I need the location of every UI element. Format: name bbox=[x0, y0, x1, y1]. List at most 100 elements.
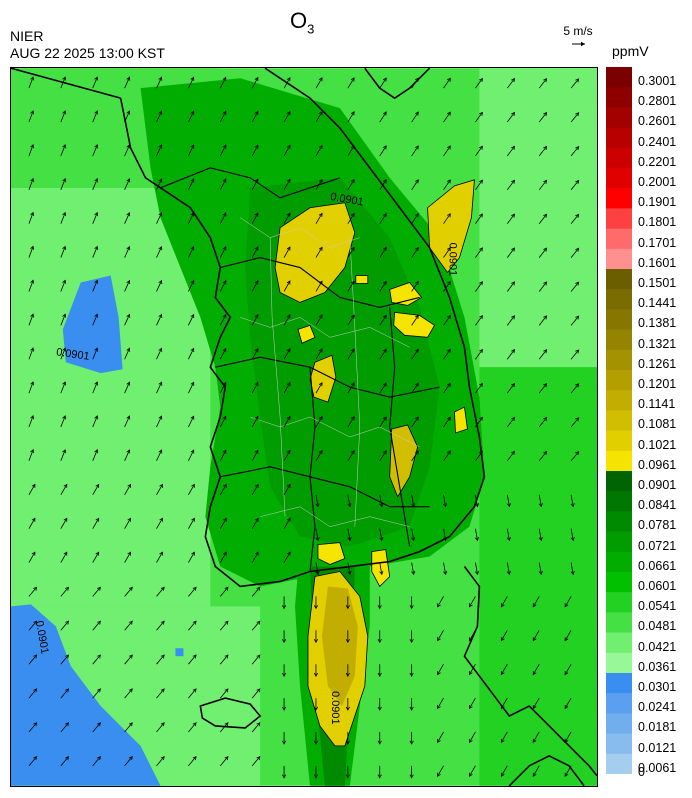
wind-vector-arrow bbox=[570, 248, 579, 258]
wind-vector-arrow bbox=[60, 756, 69, 767]
wind-vector-arrow bbox=[379, 528, 383, 541]
wind-vector-arrowhead bbox=[382, 382, 387, 387]
legend-swatch bbox=[606, 127, 632, 149]
wind-vector-arrowhead bbox=[190, 449, 195, 454]
wind-vector-arrow bbox=[347, 528, 351, 541]
wind-vector-arrowhead bbox=[254, 551, 259, 556]
wind-vector-arrow bbox=[124, 688, 133, 699]
wind-vector-arrow bbox=[188, 449, 195, 462]
wind-vector-arrow bbox=[92, 381, 98, 394]
legend-label: 0.0361 bbox=[638, 659, 677, 674]
wind-vector-arrowhead bbox=[254, 76, 259, 82]
wind-vector-arrow bbox=[379, 315, 387, 326]
wind-vector-arrowhead bbox=[443, 536, 448, 542]
wind-vector-arrowhead bbox=[286, 348, 291, 353]
wind-vector-arrow bbox=[475, 213, 483, 224]
wind-vector-arrowhead bbox=[511, 281, 515, 286]
wind-vector-arrowhead bbox=[94, 76, 99, 81]
wind-vector-arrow bbox=[315, 494, 319, 507]
wind-vector-arrow bbox=[347, 247, 355, 258]
wind-vector-arrow bbox=[443, 78, 451, 89]
wind-vector-arrowhead bbox=[479, 450, 483, 455]
wind-vector-arrowhead bbox=[62, 211, 67, 217]
wind-vector-arrow bbox=[532, 630, 540, 641]
wind-vector-arrowhead bbox=[31, 551, 36, 556]
wind-vector-arrowhead bbox=[479, 145, 483, 150]
wind-vector-arrowhead bbox=[409, 672, 414, 677]
wind-vector-arrowhead bbox=[94, 279, 99, 284]
wind-vector-arrowhead bbox=[506, 503, 511, 508]
wind-vector-arrow bbox=[379, 281, 387, 292]
wind-vector-arrow bbox=[538, 528, 542, 541]
wind-vector-arrow bbox=[60, 484, 68, 495]
wind-vector-arrowhead bbox=[447, 416, 451, 421]
wind-vector-arrowhead bbox=[286, 381, 291, 387]
wind-vector-arrow bbox=[532, 731, 540, 743]
wind-vector-arrowhead bbox=[543, 281, 548, 286]
wind-vector-arrowhead bbox=[479, 213, 483, 218]
wind-vector-arrow bbox=[92, 620, 101, 631]
wind-vector-arrow bbox=[28, 76, 34, 89]
wind-vector-arrowhead bbox=[479, 77, 483, 82]
wind-vector-arrow bbox=[156, 688, 165, 699]
legend-label: 0.1601 bbox=[638, 255, 677, 270]
wind-vector-arrow bbox=[506, 494, 510, 507]
wind-vector-arrow bbox=[92, 246, 98, 258]
legend-swatch bbox=[606, 309, 632, 331]
wind-vector-arrowhead bbox=[286, 76, 291, 82]
high-ozone-area-south-coast bbox=[317, 542, 346, 565]
legend-swatch bbox=[606, 551, 632, 573]
wind-vector-arrow bbox=[219, 77, 227, 89]
wind-vector-arrowhead bbox=[415, 416, 419, 421]
wind-vector-arrowhead bbox=[158, 381, 163, 386]
wind-vector-arrow bbox=[506, 281, 515, 292]
wind-vector-arrowhead bbox=[192, 586, 197, 591]
wind-vector-arrowhead bbox=[158, 144, 163, 149]
wind-vector-arrow bbox=[92, 688, 101, 699]
wind-vector-arrow bbox=[251, 450, 259, 462]
legend-label: 0.1701 bbox=[638, 235, 677, 250]
legend-swatch bbox=[606, 208, 632, 230]
wind-vector-arrowhead bbox=[575, 78, 580, 83]
wind-vector-arrowhead bbox=[315, 570, 320, 576]
wind-vector-arrow bbox=[570, 180, 579, 191]
wind-vector-arrowhead bbox=[382, 179, 387, 184]
legend-swatch bbox=[606, 693, 632, 714]
wind-vector-arrowhead bbox=[286, 110, 291, 116]
wind-vector-arrow bbox=[92, 722, 101, 733]
wind-vector-arrow bbox=[60, 620, 69, 631]
wind-vector-arrow bbox=[411, 111, 419, 123]
wind-vector-arrowhead bbox=[543, 111, 548, 117]
wind-vector-arrowhead bbox=[256, 688, 261, 693]
wind-vector-arrowhead bbox=[191, 483, 195, 488]
wind-vector-arrow bbox=[124, 586, 133, 597]
wind-vector-arrowhead bbox=[318, 280, 323, 285]
wind-vector-arrow bbox=[443, 349, 451, 360]
wind-vector-arrow bbox=[60, 110, 66, 123]
wind-vector-arrow bbox=[283, 382, 291, 394]
wind-vector-arrowhead bbox=[382, 111, 387, 116]
wind-vector-arrowhead bbox=[254, 314, 259, 319]
wind-vector-arrow bbox=[506, 562, 510, 575]
wind-vector-arrowhead bbox=[379, 570, 384, 576]
wind-vector-arrowhead bbox=[570, 536, 575, 542]
wind-vector-arrowhead bbox=[345, 774, 350, 779]
wind-vector-arrowhead bbox=[379, 536, 384, 542]
wind-vector-arrow bbox=[500, 630, 508, 641]
wind-vector-arrow bbox=[379, 494, 383, 507]
wind-vector-arrowhead bbox=[190, 381, 195, 386]
wind-vector-arrow bbox=[506, 247, 515, 258]
wind-vector-arrowhead bbox=[443, 503, 448, 508]
wind-vector-arrow bbox=[347, 450, 355, 462]
wind-vector-arrow bbox=[443, 416, 451, 428]
wind-vector-arrowhead bbox=[192, 654, 197, 659]
wind-vector-arrowhead bbox=[33, 722, 38, 727]
wind-vector-arrow bbox=[251, 620, 261, 631]
wind-vector-arrowhead bbox=[256, 654, 261, 659]
wind-vector-arrow bbox=[379, 77, 387, 89]
wind-vector-arrow bbox=[28, 449, 34, 462]
wind-vector-arrow bbox=[156, 212, 162, 224]
wind-vector-arrowhead bbox=[382, 416, 387, 421]
wind-vector-arrow bbox=[469, 596, 476, 607]
wind-vector-arrowhead bbox=[479, 247, 483, 252]
